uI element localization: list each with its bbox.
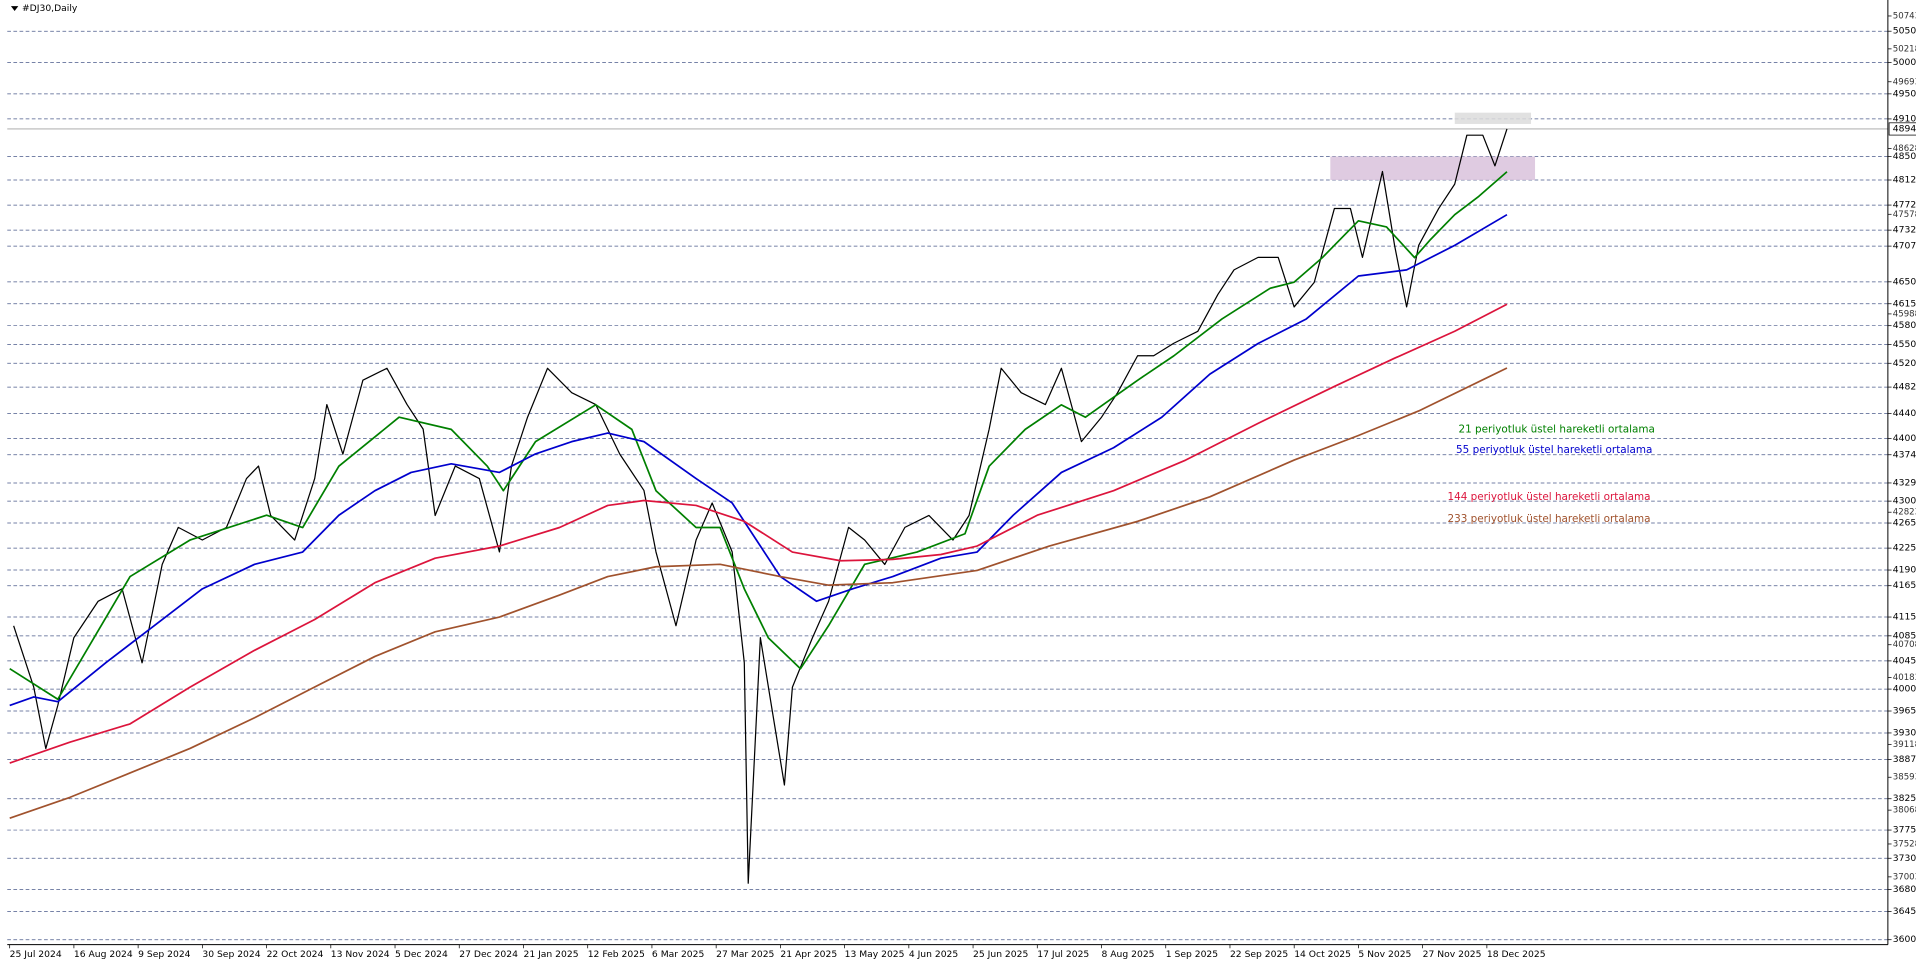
x-tick-label: 14 Oct 2025 <box>1294 949 1351 960</box>
level-label: 45800 <box>1893 320 1916 331</box>
level-label: 40450 <box>1893 655 1916 666</box>
y-tick-label: 40708 <box>1893 640 1916 650</box>
level-label: 36000 <box>1893 934 1916 945</box>
level-label: 46500 <box>1893 276 1916 287</box>
background <box>7 0 1909 963</box>
level-label: 50000 <box>1893 57 1916 68</box>
ema-line <box>9 213 1508 707</box>
level-label: 44820 <box>1893 382 1916 393</box>
level-label: 36450 <box>1893 906 1916 917</box>
level-label: 41650 <box>1893 580 1916 591</box>
x-tick-label: 16 Aug 2024 <box>74 949 133 960</box>
x-tick-label: 27 Dec 2024 <box>459 949 518 960</box>
last-price-box <box>1888 122 1916 136</box>
y-tick-label: 48628 <box>1893 144 1916 154</box>
plot-area <box>7 30 1888 941</box>
ema-line <box>9 367 1508 820</box>
level-label: 37750 <box>1893 825 1916 836</box>
zone <box>1330 156 1536 181</box>
level-label: 41150 <box>1893 612 1916 623</box>
x-tick-label: 6 Mar 2025 <box>652 949 705 960</box>
last-price-label: 48940 <box>1893 123 1916 134</box>
level-label: 48500 <box>1893 151 1916 162</box>
level-label: 48125 <box>1893 175 1916 186</box>
x-tick-label: 22 Oct 2024 <box>267 949 324 960</box>
zone <box>1454 112 1532 124</box>
level-label: 47070 <box>1893 241 1916 252</box>
y-tick-label: 50743 <box>1893 11 1916 21</box>
level-label: 42250 <box>1893 543 1916 554</box>
x-tick-label: 27 Nov 2025 <box>1423 949 1482 960</box>
level-label: 44000 <box>1893 433 1916 444</box>
level-label: 40850 <box>1893 630 1916 641</box>
level-label: 47725 <box>1893 200 1916 211</box>
level-label: 44400 <box>1893 408 1916 419</box>
x-tick-label: 27 Mar 2025 <box>716 949 774 960</box>
x-tick-label: 21 Jan 2025 <box>523 949 578 960</box>
level-label: 38250 <box>1893 793 1916 804</box>
x-tick-label: 9 Sep 2024 <box>138 949 191 960</box>
y-tick-label: 42823 <box>1893 508 1916 518</box>
level-label: 39300 <box>1893 727 1916 738</box>
level-label: 36800 <box>1893 884 1916 895</box>
series-label: 144 periyotluk üstel hareketli ortalama <box>1447 491 1650 503</box>
level-label: 47325 <box>1893 225 1916 236</box>
y-tick-label: 39118 <box>1893 740 1916 750</box>
x-tick-label: 5 Dec 2024 <box>395 949 448 960</box>
level-label: 43740 <box>1893 449 1916 460</box>
x-tick-label: 22 Sep 2025 <box>1230 949 1288 960</box>
level-label: 40000 <box>1893 684 1916 695</box>
x-tick-label: 4 Jun 2025 <box>909 949 959 960</box>
x-tick-label: 8 Aug 2025 <box>1102 949 1155 960</box>
ema-line <box>9 171 1508 701</box>
y-tick-label: 49693 <box>1893 77 1916 87</box>
level-label: 46150 <box>1893 298 1916 309</box>
x-tick-label: 13 May 2025 <box>845 949 905 960</box>
level-label: 43290 <box>1893 477 1916 488</box>
series-label: 233 periyotluk üstel hareketli ortalama <box>1447 513 1650 525</box>
x-tick-label: 13 Nov 2024 <box>331 949 390 960</box>
level-label: 41900 <box>1893 565 1916 576</box>
level-label: 45200 <box>1893 358 1916 369</box>
y-tick-label: 37003 <box>1893 872 1916 882</box>
x-tick-label: 30 Sep 2024 <box>202 949 260 960</box>
y-tick-label: 50218 <box>1893 44 1916 54</box>
ema-line <box>9 303 1508 764</box>
x-tick-label: 5 Nov 2025 <box>1358 949 1411 960</box>
x-tick-label: 1 Sep 2025 <box>1166 949 1219 960</box>
chart-title: #DJ30,Daily <box>22 3 78 14</box>
y-tick-label: 47578 <box>1893 210 1916 220</box>
x-tick-label: 17 Jul 2025 <box>1037 949 1089 960</box>
x-tick-label: 18 Dec 2025 <box>1487 949 1546 960</box>
menu-triangle[interactable] <box>10 6 19 12</box>
level-label: 38875 <box>1893 754 1916 765</box>
level-label: 43000 <box>1893 496 1916 507</box>
x-tick-label: 12 Feb 2025 <box>588 949 645 960</box>
level-label: 49500 <box>1893 88 1916 99</box>
price-line <box>13 128 1508 884</box>
x-tick-label: 25 Jul 2024 <box>10 949 62 960</box>
series-label: 21 periyotluk üstel hareketli ortalama <box>1459 423 1655 435</box>
level-label: 42650 <box>1893 518 1916 529</box>
x-tick-label: 21 Apr 2025 <box>780 949 837 960</box>
level-label: 39650 <box>1893 706 1916 717</box>
level-label: 49100 <box>1893 113 1916 124</box>
y-tick-label: 38068 <box>1893 806 1916 816</box>
x-tick-label: 25 Jun 2025 <box>973 949 1028 960</box>
level-label: 37300 <box>1893 853 1916 864</box>
y-tick-label: 45988 <box>1893 309 1916 319</box>
y-tick-label: 37528 <box>1893 839 1916 849</box>
level-label: 45500 <box>1893 339 1916 350</box>
series-label: 55 periyotluk üstel hareketli ortalama <box>1456 444 1652 456</box>
